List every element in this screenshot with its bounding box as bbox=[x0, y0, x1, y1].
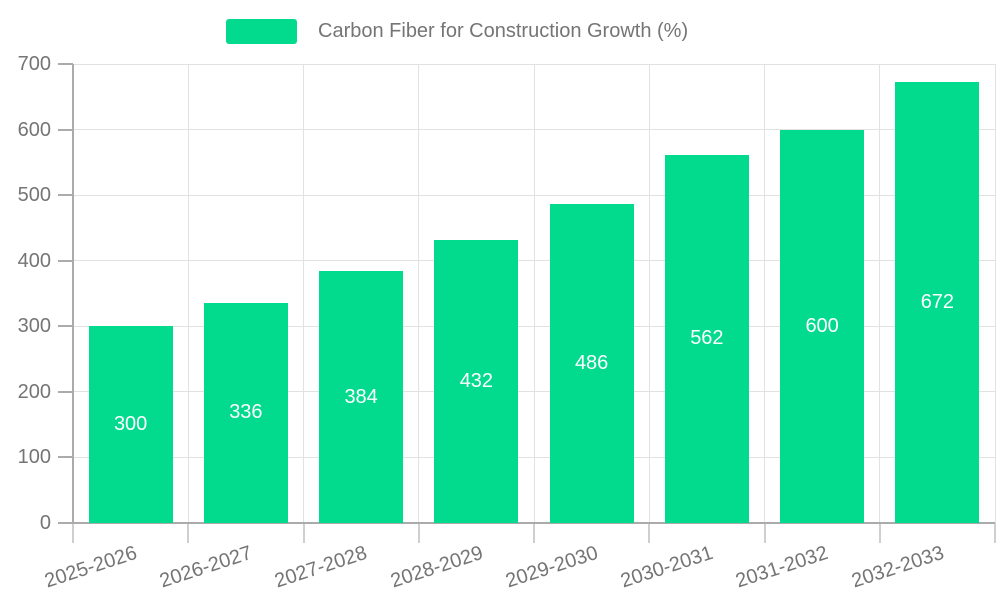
bar-2030-2031[interactable]: 562 bbox=[664, 154, 749, 523]
x-axis-tick bbox=[648, 523, 651, 543]
x-axis-tick bbox=[417, 523, 420, 543]
x-axis-label: 2030-2031 bbox=[618, 541, 716, 593]
x-gridline bbox=[303, 64, 304, 523]
bar-2028-2029[interactable]: 432 bbox=[434, 239, 519, 523]
bar-value-label: 432 bbox=[459, 369, 494, 392]
x-gridline bbox=[533, 64, 535, 523]
x-axis-label: 2025-2026 bbox=[41, 541, 140, 593]
y-axis-tick bbox=[58, 325, 73, 328]
y-axis-tick-label: 300 bbox=[17, 315, 51, 338]
y-axis-tick-label: 400 bbox=[17, 249, 51, 272]
y-axis-tick-label: 0 bbox=[39, 512, 51, 534]
y-axis-tick bbox=[58, 128, 73, 131]
y-axis-tick-label: 200 bbox=[17, 380, 51, 403]
x-axis-label: 2029-2030 bbox=[502, 541, 601, 593]
x-axis-tick bbox=[72, 523, 74, 543]
x-axis-tick bbox=[878, 523, 881, 543]
x-axis-tick bbox=[763, 523, 766, 543]
x-gridline bbox=[994, 64, 996, 523]
plot-area: 300 336 384 432 486 562 600 672 bbox=[58, 63, 996, 543]
y-axis-line bbox=[72, 64, 74, 523]
x-axis-tick bbox=[533, 523, 535, 543]
y-axis-tick-label: 100 bbox=[17, 446, 51, 469]
bar-2027-2028[interactable]: 384 bbox=[319, 271, 404, 523]
legend-swatch bbox=[226, 19, 297, 44]
x-axis-tick bbox=[187, 523, 190, 543]
x-axis-tick bbox=[994, 523, 996, 543]
bar-2029-2030[interactable]: 486 bbox=[549, 204, 634, 523]
x-gridline bbox=[187, 64, 189, 523]
y-axis-tick bbox=[58, 259, 73, 262]
bar-2032-2033[interactable]: 672 bbox=[895, 82, 980, 523]
y-axis-tick bbox=[58, 63, 73, 65]
bar-2031-2032[interactable]: 600 bbox=[780, 129, 865, 523]
bar-value-label: 486 bbox=[574, 352, 609, 375]
x-axis-label: 2026-2027 bbox=[157, 541, 255, 593]
x-axis-label: 2032-2033 bbox=[848, 541, 947, 593]
bar-value-label: 300 bbox=[113, 413, 148, 436]
y-axis-tick bbox=[58, 194, 73, 197]
x-gridline bbox=[879, 64, 881, 523]
x-gridline bbox=[648, 64, 650, 523]
bar-2025-2026[interactable]: 300 bbox=[88, 326, 173, 523]
bar-2026-2027[interactable]: 336 bbox=[203, 302, 288, 523]
x-axis-label: 2028-2029 bbox=[387, 541, 486, 593]
x-axis-tick bbox=[302, 523, 305, 543]
x-axis-label: 2031-2032 bbox=[733, 541, 832, 593]
y-axis-tick-label: 700 bbox=[17, 53, 51, 75]
y-axis-tick-label: 500 bbox=[17, 184, 51, 207]
bar-value-label: 336 bbox=[229, 401, 263, 424]
y-axis-tick bbox=[58, 390, 73, 393]
legend-label: Carbon Fiber for Construction Growth (%) bbox=[318, 20, 689, 42]
y-axis-tick bbox=[58, 456, 73, 459]
bar-value-label: 600 bbox=[805, 314, 839, 337]
x-axis-labels: 2025-2026 2026-2027 2027-2028 2028-2029 2029… bbox=[0, 523, 1000, 600]
x-gridline bbox=[418, 64, 420, 523]
legend-item[interactable]: Carbon Fiber for Construction Growth (%) bbox=[226, 19, 688, 44]
bar-value-label: 562 bbox=[690, 327, 724, 350]
bar-value-label: 384 bbox=[344, 385, 378, 408]
y-axis-tick-label: 600 bbox=[17, 118, 51, 141]
x-axis-label: 2027-2028 bbox=[272, 541, 371, 593]
x-axis-line bbox=[58, 522, 995, 524]
bar-value-label: 672 bbox=[920, 291, 955, 314]
x-gridline bbox=[764, 64, 765, 523]
